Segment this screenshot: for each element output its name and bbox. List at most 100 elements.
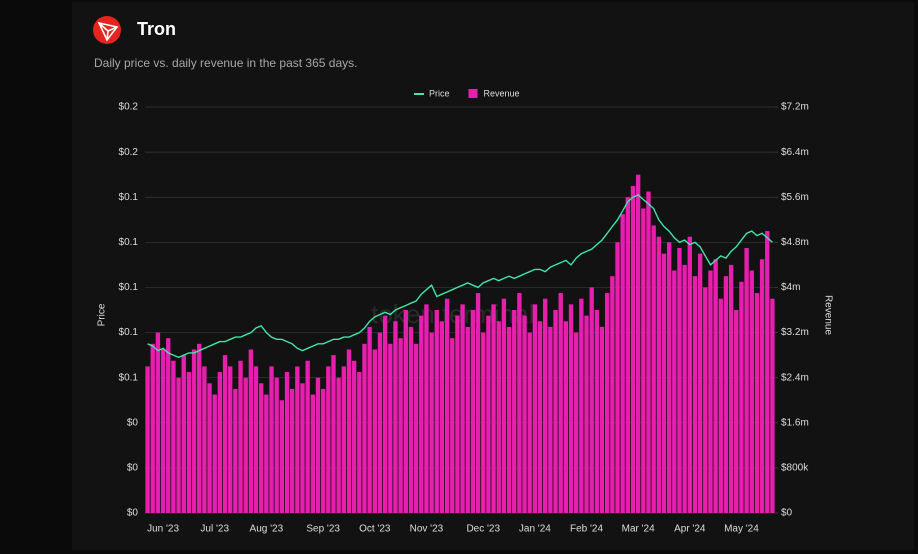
y-tick-label: $0	[127, 463, 139, 474]
bar	[217, 372, 223, 513]
bar	[305, 360, 310, 513]
bar	[615, 242, 620, 514]
bar	[382, 315, 388, 513]
bar	[604, 293, 610, 513]
bar	[346, 349, 352, 513]
bar	[625, 197, 631, 513]
bar	[486, 315, 491, 513]
bar	[238, 360, 243, 513]
bar	[558, 293, 563, 513]
bar	[367, 326, 372, 513]
legend-swatch	[468, 89, 478, 98]
y-tick-label: $0.1	[119, 282, 139, 293]
bar	[429, 332, 434, 513]
y-tick-label: $0.2	[119, 147, 139, 158]
y-tick-label: $0.1	[119, 327, 139, 338]
bar	[419, 315, 424, 513]
bar	[703, 287, 708, 513]
bar	[212, 394, 217, 513]
bar	[377, 332, 383, 513]
bar	[765, 231, 770, 514]
y2-tick-label: $4m	[781, 282, 800, 293]
y2-tick-label: $6.4m	[781, 147, 809, 158]
bar	[197, 343, 202, 513]
y2-tick-label: $7.2m	[781, 102, 809, 113]
y2-tick-label: $2.4m	[781, 372, 809, 383]
bar	[579, 298, 584, 513]
x-tick-label: Apr '24	[674, 524, 706, 535]
bar	[455, 315, 460, 513]
bar	[253, 366, 259, 513]
bar	[620, 214, 625, 513]
bar	[630, 185, 636, 513]
bar	[434, 310, 439, 513]
bar	[408, 326, 414, 513]
logo-mark	[97, 21, 119, 42]
bar	[574, 332, 579, 513]
bar	[300, 383, 305, 513]
bar	[166, 338, 171, 513]
bar	[739, 281, 744, 513]
bar	[320, 388, 326, 513]
bar	[470, 310, 476, 513]
bar	[728, 264, 734, 513]
y2-tick-label: $800k	[781, 463, 809, 474]
bar	[543, 298, 548, 513]
y-tick-label: $0.1	[119, 372, 139, 383]
bar	[191, 349, 197, 513]
bar	[160, 349, 166, 513]
bar	[708, 270, 713, 513]
y2-tick-label: $0	[781, 508, 793, 519]
x-tick-label: Feb '24	[570, 524, 603, 535]
bar	[475, 293, 481, 513]
bar	[393, 321, 398, 513]
x-tick-label: Oct '23	[359, 524, 391, 535]
bar	[171, 360, 176, 513]
bar	[646, 191, 651, 514]
bar	[692, 276, 698, 513]
bar	[718, 298, 723, 513]
x-tick-label: Jul '23	[200, 524, 229, 535]
bar	[584, 315, 589, 513]
bar	[424, 304, 429, 513]
bar	[341, 366, 346, 513]
bar	[150, 343, 155, 513]
bar	[331, 355, 336, 513]
bar	[734, 310, 739, 513]
bar	[315, 377, 321, 513]
bar	[589, 287, 594, 513]
bar	[553, 310, 558, 513]
bar	[512, 310, 517, 513]
bar	[491, 304, 496, 513]
bar	[641, 208, 646, 513]
y-tick-label: $0	[127, 508, 139, 519]
price-line	[147, 194, 773, 359]
bar	[284, 372, 290, 513]
bar	[481, 332, 486, 513]
bar	[672, 270, 677, 513]
bar	[439, 321, 445, 513]
bar	[770, 298, 775, 513]
bar	[295, 366, 300, 513]
x-tick-label: Aug '23	[250, 524, 284, 535]
subtitle: Daily price vs. daily revenue in the pas…	[94, 56, 357, 70]
bar	[326, 366, 331, 513]
bar	[754, 293, 760, 513]
bar	[749, 270, 754, 513]
bar	[362, 343, 367, 513]
title: Tron	[137, 19, 176, 39]
bar	[744, 247, 749, 513]
bar	[274, 377, 279, 513]
bar	[599, 326, 605, 513]
y2-tick-label: $1.6m	[781, 417, 809, 428]
bar	[145, 366, 150, 513]
bar	[155, 332, 161, 513]
bar	[527, 332, 532, 513]
bar	[264, 394, 269, 513]
bar	[697, 253, 703, 513]
bar	[403, 310, 408, 513]
bar	[372, 349, 377, 513]
bar	[661, 253, 667, 513]
bar	[687, 236, 692, 513]
x-tick-label: Jun '23	[147, 524, 179, 535]
